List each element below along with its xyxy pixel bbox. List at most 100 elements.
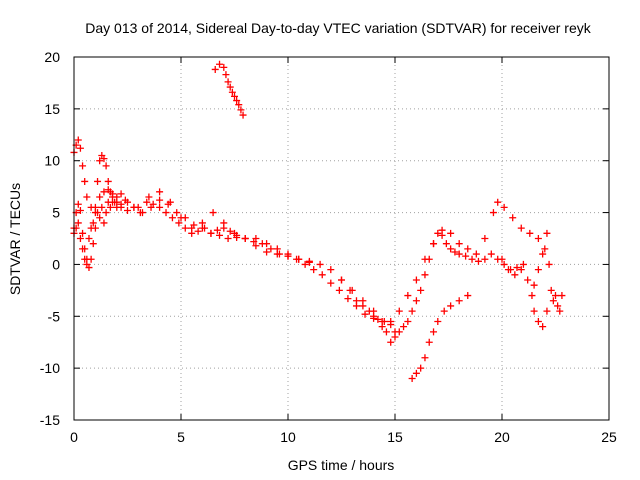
x-tick-label: 5 <box>177 429 185 445</box>
data-point <box>517 224 525 232</box>
data-point <box>233 97 241 105</box>
data-point <box>76 206 84 214</box>
data-point <box>468 255 476 263</box>
y-tick-labels: -15 -10 -5 0 5 10 15 20 <box>40 49 60 428</box>
y-tick-label: 5 <box>52 205 60 221</box>
data-point <box>500 260 508 268</box>
data-point <box>124 198 131 206</box>
data-point <box>412 369 420 377</box>
data-point <box>417 364 425 372</box>
data-point <box>241 235 249 242</box>
data-point <box>305 257 313 265</box>
data-point <box>81 177 89 185</box>
data-point <box>79 162 87 170</box>
x-tick-labels: 0 5 10 15 20 25 <box>70 429 617 445</box>
data-point <box>338 276 345 284</box>
data-point <box>554 302 562 310</box>
data-point <box>194 227 202 235</box>
data-point <box>310 266 318 274</box>
data-point <box>301 260 309 268</box>
data-point <box>500 203 508 211</box>
data-point <box>94 177 102 185</box>
data-point <box>76 144 84 152</box>
data-point <box>239 111 247 119</box>
data-point <box>404 292 412 300</box>
data-point <box>327 266 335 274</box>
series-arc-7 <box>387 198 551 325</box>
y-tick-label: 10 <box>44 153 60 169</box>
data-point <box>237 106 245 114</box>
data-point <box>481 235 489 242</box>
data-point <box>547 286 555 294</box>
data-point <box>387 338 395 346</box>
data-point <box>106 188 114 196</box>
data-point <box>147 203 155 211</box>
data-point <box>177 214 185 222</box>
data-point <box>104 177 112 185</box>
data-point <box>252 242 260 250</box>
data-point <box>434 229 442 237</box>
data-point <box>96 157 104 165</box>
x-tick-label: 15 <box>387 429 403 445</box>
data-point <box>224 235 232 242</box>
data-point <box>207 229 215 237</box>
data-point <box>173 209 181 217</box>
data-point <box>412 297 420 305</box>
data-point <box>295 255 303 263</box>
data-point <box>378 323 386 331</box>
data-point <box>534 235 542 242</box>
data-point <box>425 338 433 346</box>
data-point <box>387 317 395 325</box>
data-point <box>209 209 217 217</box>
data-point <box>395 328 403 336</box>
data-point <box>455 240 463 248</box>
x-tick-label: 10 <box>280 429 296 445</box>
data-point <box>267 245 275 253</box>
x-tick-label: 0 <box>70 429 78 445</box>
data-point <box>395 307 403 315</box>
data-point <box>175 219 183 227</box>
series-arc-4 <box>134 188 313 265</box>
data-point <box>365 307 373 315</box>
data-point <box>81 255 89 263</box>
y-tick-label: -5 <box>48 308 61 324</box>
data-point <box>273 245 281 253</box>
data-point <box>87 255 95 263</box>
data-point <box>166 198 174 206</box>
data-point <box>113 203 121 211</box>
data-point <box>211 65 219 73</box>
data-point <box>438 226 446 234</box>
data-point <box>361 310 369 318</box>
x-tick-label: 20 <box>494 429 510 445</box>
y-tick-label: 20 <box>44 49 60 65</box>
y-tick-label: -15 <box>40 412 60 428</box>
data-point <box>543 229 551 237</box>
data-point <box>370 312 378 320</box>
data-point <box>344 295 352 303</box>
data-point <box>404 317 412 325</box>
data-point <box>156 188 164 196</box>
data-point <box>100 155 108 163</box>
data-point <box>143 198 151 206</box>
data-point <box>335 286 343 294</box>
y-tick-label: 0 <box>52 256 60 272</box>
data-point <box>117 200 125 208</box>
data-point <box>552 292 559 300</box>
data-point <box>430 328 438 336</box>
data-point <box>513 264 521 272</box>
x-axis-label: GPS time / hours <box>288 457 395 473</box>
data-point <box>228 88 236 96</box>
series-arc-9 <box>498 255 564 331</box>
data-point <box>318 271 326 279</box>
data-point <box>168 214 176 222</box>
data-point <box>74 219 82 227</box>
plot-frame <box>73 56 610 421</box>
data-point <box>440 307 448 315</box>
data-point <box>511 271 519 279</box>
data-point <box>421 271 429 279</box>
data-point <box>198 219 206 227</box>
data-point <box>284 250 292 258</box>
data-point <box>231 92 238 100</box>
data-point <box>89 240 97 248</box>
